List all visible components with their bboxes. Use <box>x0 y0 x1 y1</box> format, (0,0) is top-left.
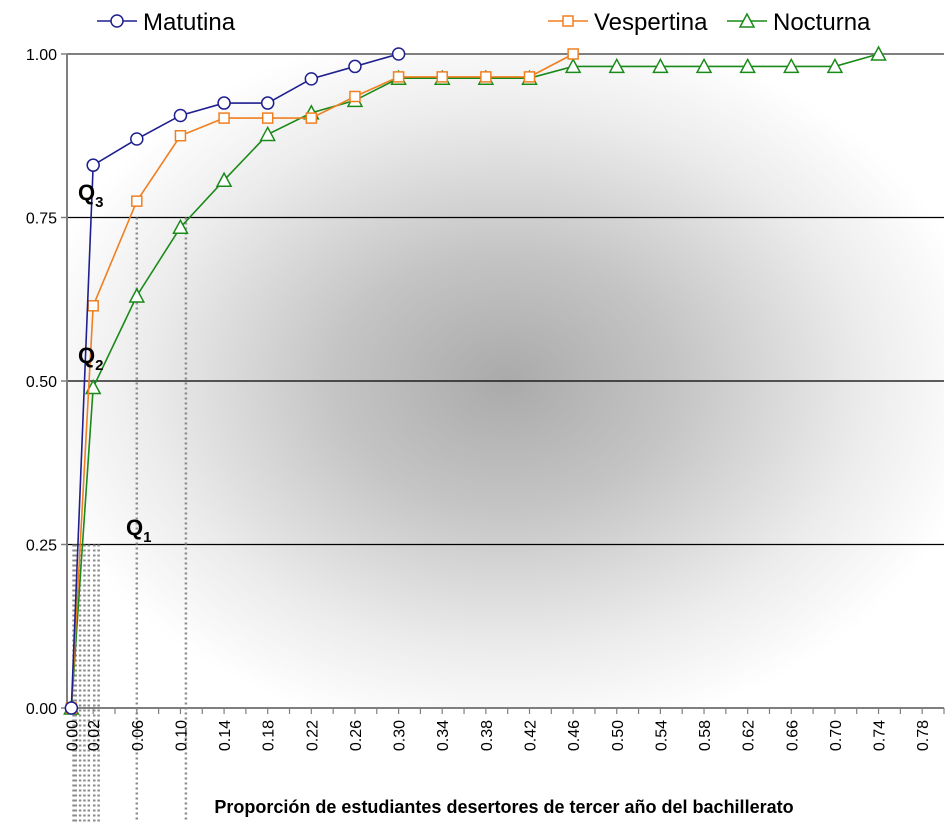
legend-item-vespertina: Vespertina <box>548 9 708 36</box>
axes: 0.00 0.25 0.50 0.75 1.00 0.00 0.02 0.06 0.10 0.14… <box>26 47 945 751</box>
data-point <box>436 71 448 83</box>
data-point <box>480 71 492 83</box>
series-layer <box>63 45 887 715</box>
data-point <box>130 132 144 146</box>
data-point <box>215 171 233 187</box>
x-tick-label: 0.58 <box>697 720 714 751</box>
data-point <box>304 72 319 86</box>
data-point <box>567 48 579 60</box>
legend-marker <box>562 15 574 27</box>
data-point <box>259 125 276 142</box>
data-point <box>564 57 582 74</box>
x-tick-label: 0.50 <box>610 720 627 751</box>
data-point <box>349 90 361 103</box>
x-tick-label: 0.34 <box>435 720 452 751</box>
gridlines <box>67 53 944 546</box>
x-tick-label: 0.42 <box>522 720 539 751</box>
data-point <box>348 59 362 74</box>
data-point <box>870 45 887 61</box>
data-point <box>173 108 188 123</box>
data-point <box>87 300 99 312</box>
x-tick-label: 0.14 <box>217 720 234 751</box>
data-point <box>84 378 102 395</box>
quartile-label-q1: Q1 <box>126 515 151 546</box>
series-line <box>70 53 879 709</box>
data-point <box>305 112 318 124</box>
x-tick-label: 0.54 <box>653 720 670 751</box>
x-tick-label: 0.78 <box>915 720 932 751</box>
x-tick-label: 0.02 <box>86 720 103 751</box>
legend-marker <box>738 12 756 28</box>
x-tick-label: 0.46 <box>566 720 583 751</box>
y-tick-label: 0.25 <box>26 538 57 555</box>
x-tick-label: 0.22 <box>304 720 321 751</box>
x-tick-label: 0.66 <box>784 720 801 751</box>
legend-label: Vespertina <box>594 9 708 36</box>
data-point <box>131 195 143 207</box>
data-point <box>695 57 713 74</box>
x-tick-label: 0.06 <box>130 720 147 751</box>
y-tick-label: 0.00 <box>26 701 57 718</box>
x-tick-label: 0.38 <box>479 720 496 751</box>
data-point <box>261 112 274 124</box>
legend-label: Nocturna <box>773 9 871 36</box>
x-tick-label: 0.62 <box>741 720 758 751</box>
x-tick-label: 0.74 <box>872 720 889 751</box>
legend-label: Matutina <box>143 9 236 36</box>
data-point <box>739 57 756 74</box>
x-tick-label: 0.30 <box>392 720 409 751</box>
data-point <box>260 96 275 110</box>
quartile-label-q3: Q3 <box>78 180 103 211</box>
data-point <box>218 112 230 124</box>
data-point <box>523 71 536 83</box>
x-tick-label: 0.70 <box>828 720 845 751</box>
x-tick-label: 0.26 <box>348 720 365 751</box>
quartile-label-q2: Q2 <box>78 343 103 374</box>
y-tick-label: 1.00 <box>26 47 57 64</box>
data-point <box>392 71 405 83</box>
quartile-annotations: Q1 Q2 Q3 <box>78 180 151 546</box>
legend-marker <box>110 14 124 28</box>
data-point <box>174 130 187 142</box>
legend: Matutina Vespertina Nocturna <box>97 9 871 36</box>
data-point <box>391 47 406 61</box>
legend-item-nocturna: Nocturna <box>727 9 871 36</box>
y-tick-label: 0.50 <box>26 374 57 391</box>
data-point <box>608 57 626 74</box>
x-axis-label: Proporción de estudiantes desertores de … <box>214 797 793 817</box>
data-point <box>64 701 79 715</box>
data-point <box>217 96 231 110</box>
data-point <box>783 57 800 74</box>
data-point <box>128 287 146 303</box>
data-point <box>652 57 669 74</box>
legend-item-matutina: Matutina <box>97 9 236 36</box>
y-tick-label: 0.75 <box>26 211 57 228</box>
x-tick-label: 0.00 <box>64 720 81 751</box>
data-point <box>172 218 189 235</box>
x-tick-label: 0.18 <box>261 720 278 751</box>
data-point <box>86 158 100 172</box>
data-point <box>826 57 844 74</box>
series-matutina <box>64 47 406 715</box>
x-tick-label: 0.10 <box>173 720 190 751</box>
